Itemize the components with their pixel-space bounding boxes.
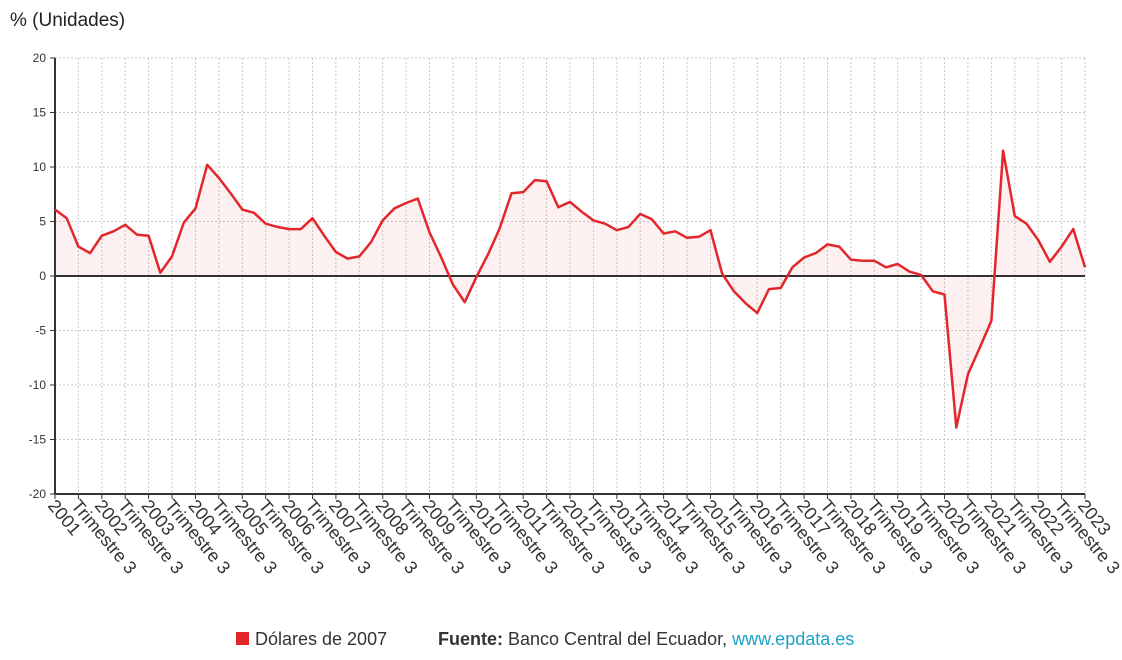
- source: Fuente: Banco Central del Ecuador, www.e…: [438, 629, 854, 649]
- line: [54, 149, 1087, 429]
- y-tick-label: 0: [39, 269, 46, 283]
- legend-label: Dólares de 2007: [255, 629, 387, 649]
- y-tick-label: 10: [33, 160, 47, 174]
- source-text: Banco Central del Ecuador,: [508, 629, 727, 649]
- chart-title: % (Unidades): [10, 10, 125, 31]
- source-link[interactable]: www.epdata.es: [731, 629, 854, 649]
- y-tick-label: 5: [39, 215, 46, 229]
- y-tick-label: -15: [29, 433, 47, 447]
- y-tick-label: 20: [33, 51, 47, 65]
- source-label: Fuente:: [438, 629, 503, 649]
- y-tick-label: 15: [33, 106, 47, 120]
- y-tick-label: -20: [29, 487, 47, 501]
- y-tick-label: -5: [35, 324, 46, 338]
- legend-swatch: [236, 632, 249, 645]
- y-tick-label: -10: [29, 378, 47, 392]
- legend: Dólares de 2007 Fuente: Banco Central de…: [236, 629, 854, 649]
